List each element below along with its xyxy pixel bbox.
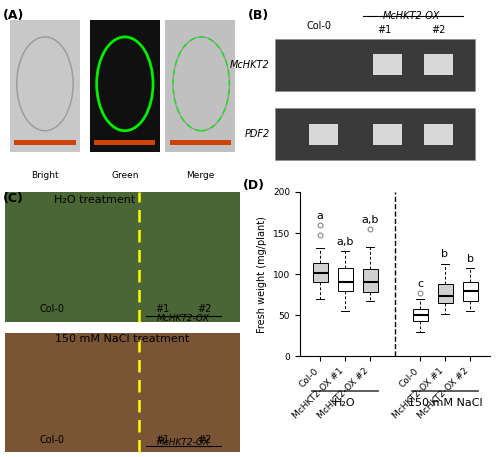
Bar <box>165 20 236 152</box>
Text: 150 mM NaCl treatment: 150 mM NaCl treatment <box>56 334 190 344</box>
PathPatch shape <box>338 268 352 291</box>
Text: b: b <box>442 250 448 260</box>
Text: McHKT2: McHKT2 <box>230 60 270 70</box>
Bar <box>5 333 240 452</box>
Text: a: a <box>316 211 324 221</box>
Text: Bright: Bright <box>31 170 59 180</box>
Text: a,b: a,b <box>336 237 353 247</box>
Text: a,b: a,b <box>362 215 378 225</box>
Text: #2: #2 <box>198 435 212 445</box>
Bar <box>10 20 80 152</box>
PathPatch shape <box>438 284 452 303</box>
Text: Col-0: Col-0 <box>40 435 64 445</box>
Text: H₂O: H₂O <box>334 398 356 408</box>
PathPatch shape <box>362 269 378 292</box>
Text: McHKT2-OX: McHKT2-OX <box>157 438 210 447</box>
Text: McHKT2-OX: McHKT2-OX <box>383 11 440 21</box>
Text: (A): (A) <box>2 9 24 22</box>
Text: b: b <box>466 254 473 264</box>
Text: #2: #2 <box>432 25 446 35</box>
Text: #1: #1 <box>156 435 170 445</box>
Text: McHKT2-OX: McHKT2-OX <box>157 314 210 324</box>
Text: Col-0: Col-0 <box>306 21 331 31</box>
Y-axis label: Fresh weight (mg/plant): Fresh weight (mg/plant) <box>258 216 268 333</box>
Bar <box>274 39 475 91</box>
Bar <box>94 140 156 144</box>
Bar <box>90 20 160 152</box>
Bar <box>5 192 240 322</box>
Text: #1: #1 <box>156 304 170 314</box>
Text: c: c <box>417 279 423 289</box>
Bar <box>372 124 402 144</box>
Bar <box>372 54 402 75</box>
Text: 150 mM NaCl: 150 mM NaCl <box>408 398 482 408</box>
Bar <box>424 54 454 75</box>
PathPatch shape <box>312 263 328 282</box>
Text: PDF2: PDF2 <box>244 129 270 139</box>
Text: (D): (D) <box>243 179 265 192</box>
Bar <box>274 108 475 160</box>
PathPatch shape <box>462 282 477 301</box>
Text: Col-0: Col-0 <box>40 304 64 314</box>
Text: (B): (B) <box>248 9 269 22</box>
Text: (C): (C) <box>2 192 24 205</box>
Bar <box>170 140 230 144</box>
Bar <box>424 124 454 144</box>
Text: Merge: Merge <box>186 170 214 180</box>
Text: H₂O treatment: H₂O treatment <box>54 195 135 205</box>
Text: #1: #1 <box>378 25 392 35</box>
Bar <box>14 140 76 144</box>
Text: #2: #2 <box>198 304 212 314</box>
Bar <box>309 124 338 144</box>
PathPatch shape <box>412 309 428 321</box>
Text: Green: Green <box>111 170 138 180</box>
